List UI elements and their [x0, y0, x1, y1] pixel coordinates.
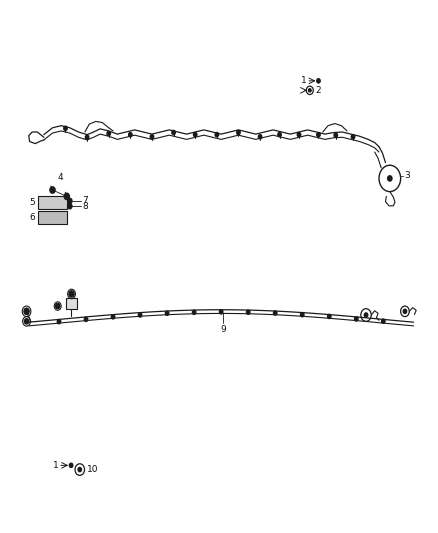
Text: 9: 9	[220, 325, 226, 334]
FancyBboxPatch shape	[38, 211, 67, 224]
Circle shape	[237, 131, 240, 135]
Circle shape	[69, 291, 74, 297]
Circle shape	[150, 135, 154, 139]
Text: 5: 5	[29, 198, 35, 207]
Text: 2: 2	[315, 86, 321, 95]
Circle shape	[328, 314, 331, 319]
Circle shape	[273, 311, 277, 315]
Circle shape	[56, 303, 60, 309]
Circle shape	[219, 310, 223, 314]
Text: 1: 1	[53, 461, 58, 470]
Circle shape	[355, 317, 358, 321]
Circle shape	[334, 133, 338, 138]
Circle shape	[381, 319, 385, 324]
Circle shape	[215, 133, 219, 137]
Circle shape	[166, 311, 169, 316]
Circle shape	[247, 310, 250, 314]
Text: 3: 3	[404, 171, 410, 180]
FancyBboxPatch shape	[66, 297, 77, 309]
Circle shape	[67, 204, 72, 209]
Circle shape	[138, 313, 142, 317]
Circle shape	[194, 133, 197, 137]
Circle shape	[69, 463, 73, 467]
Circle shape	[297, 133, 301, 137]
Circle shape	[84, 317, 88, 321]
Circle shape	[50, 187, 55, 193]
Text: 4: 4	[57, 173, 63, 182]
Text: 7: 7	[82, 197, 88, 205]
Circle shape	[57, 319, 61, 324]
Circle shape	[67, 198, 72, 204]
Circle shape	[364, 313, 368, 317]
Circle shape	[403, 309, 406, 313]
FancyBboxPatch shape	[38, 196, 67, 209]
Text: 1: 1	[301, 76, 307, 85]
Circle shape	[258, 135, 262, 139]
Circle shape	[351, 135, 355, 139]
Circle shape	[64, 126, 67, 131]
Circle shape	[278, 133, 281, 137]
Circle shape	[300, 312, 304, 317]
Circle shape	[308, 89, 311, 92]
Circle shape	[172, 131, 175, 135]
Text: 6: 6	[29, 213, 35, 222]
Text: 10: 10	[87, 465, 99, 474]
Circle shape	[85, 135, 89, 140]
Circle shape	[388, 176, 392, 181]
Circle shape	[64, 193, 69, 199]
Text: 8: 8	[82, 201, 88, 211]
Circle shape	[317, 79, 320, 83]
Circle shape	[111, 314, 115, 319]
Circle shape	[78, 467, 81, 472]
Circle shape	[24, 308, 29, 314]
Circle shape	[25, 319, 29, 324]
Circle shape	[317, 133, 320, 137]
Circle shape	[129, 133, 132, 137]
Circle shape	[107, 132, 110, 136]
Circle shape	[192, 310, 196, 314]
